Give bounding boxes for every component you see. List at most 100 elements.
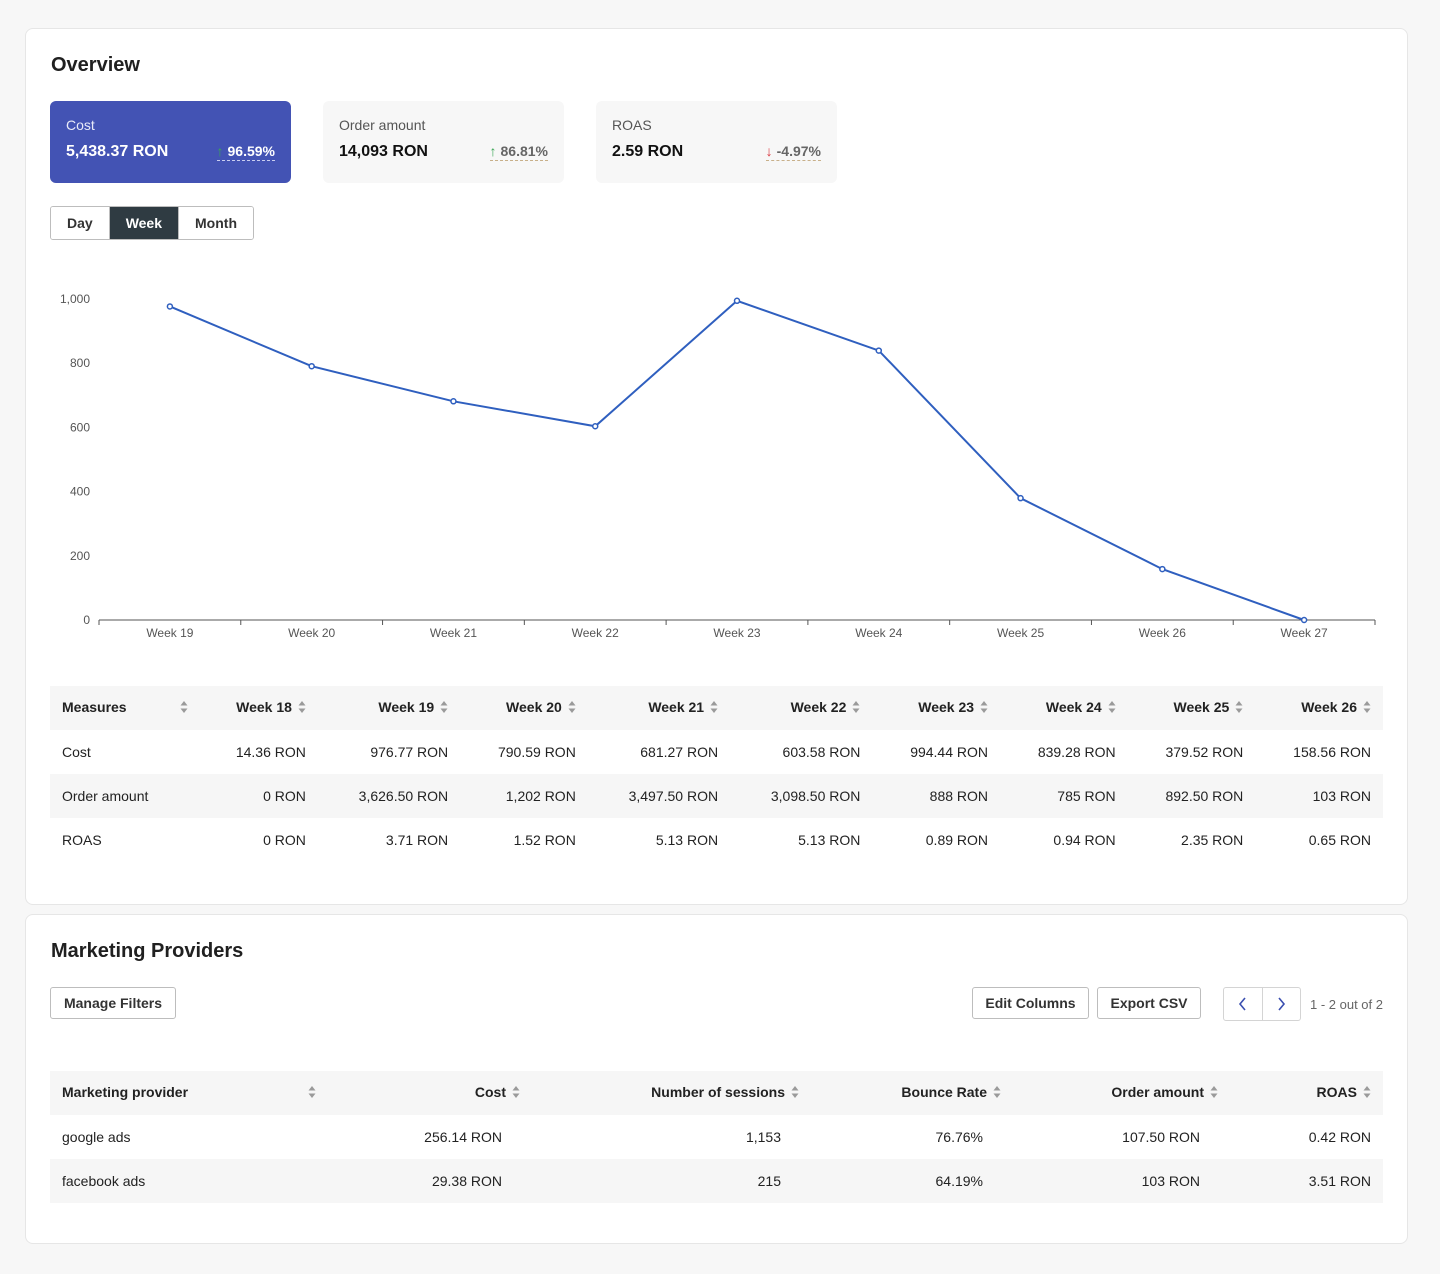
sort-icon[interactable] [710,700,718,717]
sort-icon[interactable] [308,1085,316,1102]
providers-title: Marketing Providers [51,940,244,962]
sort-icon[interactable] [1363,1085,1371,1102]
column-header[interactable]: Week 25 [1128,686,1256,730]
column-header[interactable]: Week 20 [460,686,588,730]
table-cell: 0.89 RON [925,832,989,848]
previous-page-button[interactable] [1224,988,1263,1020]
column-header[interactable]: Cost [328,1071,532,1115]
table-cell: 3.71 RON [385,832,449,848]
kpi-change: ↓ -4.97% [765,143,821,161]
sort-icon[interactable] [852,700,860,717]
column-header[interactable]: Marketing provider [50,1071,328,1115]
measures-table: Measures Week 18 Week 19 Week 20 Week 21… [50,686,1383,862]
table-cell: 76.76% [935,1129,983,1145]
data-point [875,347,883,354]
table-cell: 681.27 RON [640,744,719,760]
kpi-change-value: 86.81% [500,143,548,159]
sort-icon[interactable] [1210,1085,1218,1102]
series-line [169,299,1305,621]
pagination-controls [1223,987,1301,1021]
sort-icon[interactable] [440,700,448,717]
sort-icon[interactable] [568,700,576,717]
sort-icon[interactable] [512,1085,520,1102]
row-label: Cost [62,744,91,760]
column-header[interactable]: Number of sessions [532,1071,811,1115]
next-page-button[interactable] [1263,988,1301,1020]
data-point [1159,565,1166,573]
table-cell: 1.52 RON [513,832,576,848]
arrow-up-icon: ↑ [489,143,497,159]
column-header[interactable]: Order amount [1013,1071,1230,1115]
sort-icon[interactable] [1108,700,1116,717]
column-header[interactable]: Bounce Rate [811,1071,1013,1115]
kpi-value: 14,093 RON [339,143,428,160]
marketing-providers-card: Marketing Providers Manage Filters Edit … [25,914,1408,1244]
export-csv-button[interactable]: Export CSV [1097,987,1201,1019]
y-tick-label: 800 [70,356,90,370]
sort-icon[interactable] [980,700,988,717]
overview-title: Overview [51,54,140,76]
granularity-week-button[interactable]: Week [109,207,180,239]
cost-line-chart: Week 19 Week 20 Week 21 Week 22 Week 23 Week … [60,292,1376,640]
column-header[interactable]: Week 26 [1255,686,1383,730]
table-cell: 64.19% [935,1173,983,1189]
edit-columns-button[interactable]: Edit Columns [972,987,1089,1019]
x-tick-label: Week 23 [713,626,760,640]
x-tick-label: Week 22 [572,626,619,640]
column-header[interactable]: Week 18 [200,686,318,730]
kpi-label: Cost [66,117,95,133]
data-point [1017,494,1024,502]
chevron-left-icon [1238,997,1246,1011]
arrow-up-icon: ↑ [216,143,224,159]
kpi-value: 2.59 RON [612,143,684,160]
sort-icon[interactable] [791,1085,799,1102]
table-cell: 0.65 RON [1308,832,1371,848]
kpi-order-amount-card[interactable]: Order amount 14,093 RON ↑ 86.81% [323,101,564,183]
kpi-value: 5,438.37 RON [66,143,169,160]
manage-filters-button[interactable]: Manage Filters [50,987,176,1019]
column-header[interactable]: Week 24 [1000,686,1128,730]
kpi-cost-card[interactable]: Cost 5,438.37 RON ↑ 96.59% [50,101,291,183]
data-point [733,297,741,305]
table-row: ROAS 0 RON 3.71 RON 1.52 RON 5.13 RON 5.… [50,818,1383,862]
table-cell: 158.56 RON [1293,744,1371,760]
table-header-row: Measures Week 18 Week 19 Week 20 Week 21… [50,686,1383,730]
table-cell: 3,626.50 RON [358,788,449,804]
column-header[interactable]: Week 22 [730,686,872,730]
y-tick-label: 600 [70,420,90,434]
kpi-roas-card[interactable]: ROAS 2.59 RON ↓ -4.97% [596,101,837,183]
data-point [591,423,599,430]
column-header[interactable]: Week 19 [318,686,460,730]
data-point [450,398,457,405]
kpi-change: ↑ 96.59% [216,143,275,161]
table-cell: 785 RON [1057,788,1116,804]
sort-icon[interactable] [298,700,306,717]
table-row: facebook ads 29.38 RON 215 64.19% 103 RO… [50,1159,1383,1203]
arrow-down-icon: ↓ [765,143,773,159]
table-cell: 976.77 RON [370,744,449,760]
y-tick-label: 0 [83,613,90,627]
provider-name: facebook ads [62,1173,146,1189]
sort-icon[interactable] [1363,700,1371,717]
column-header[interactable]: Week 23 [872,686,1000,730]
table-cell: 3,497.50 RON [628,788,719,804]
row-label: Order amount [62,788,149,804]
table-cell: 994.44 RON [910,744,989,760]
table-cell: 379.52 RON [1165,744,1244,760]
sort-icon[interactable] [180,700,188,717]
column-header[interactable]: Measures [50,686,200,730]
sort-icon[interactable] [993,1085,1001,1102]
column-header[interactable]: Week 21 [588,686,730,730]
table-cell: 103 RON [1141,1173,1200,1189]
table-cell: 892.50 RON [1165,788,1244,804]
x-tick-label: Week 26 [1139,626,1186,640]
table-cell: 790.59 RON [497,744,576,760]
table-cell: 256.14 RON [424,1129,502,1145]
table-cell: 103 RON [1312,788,1371,804]
granularity-day-button[interactable]: Day [51,207,110,239]
column-header[interactable]: ROAS [1230,1071,1383,1115]
table-cell: 888 RON [929,788,989,804]
data-point [166,303,174,310]
granularity-month-button[interactable]: Month [179,207,253,239]
sort-icon[interactable] [1235,700,1243,717]
